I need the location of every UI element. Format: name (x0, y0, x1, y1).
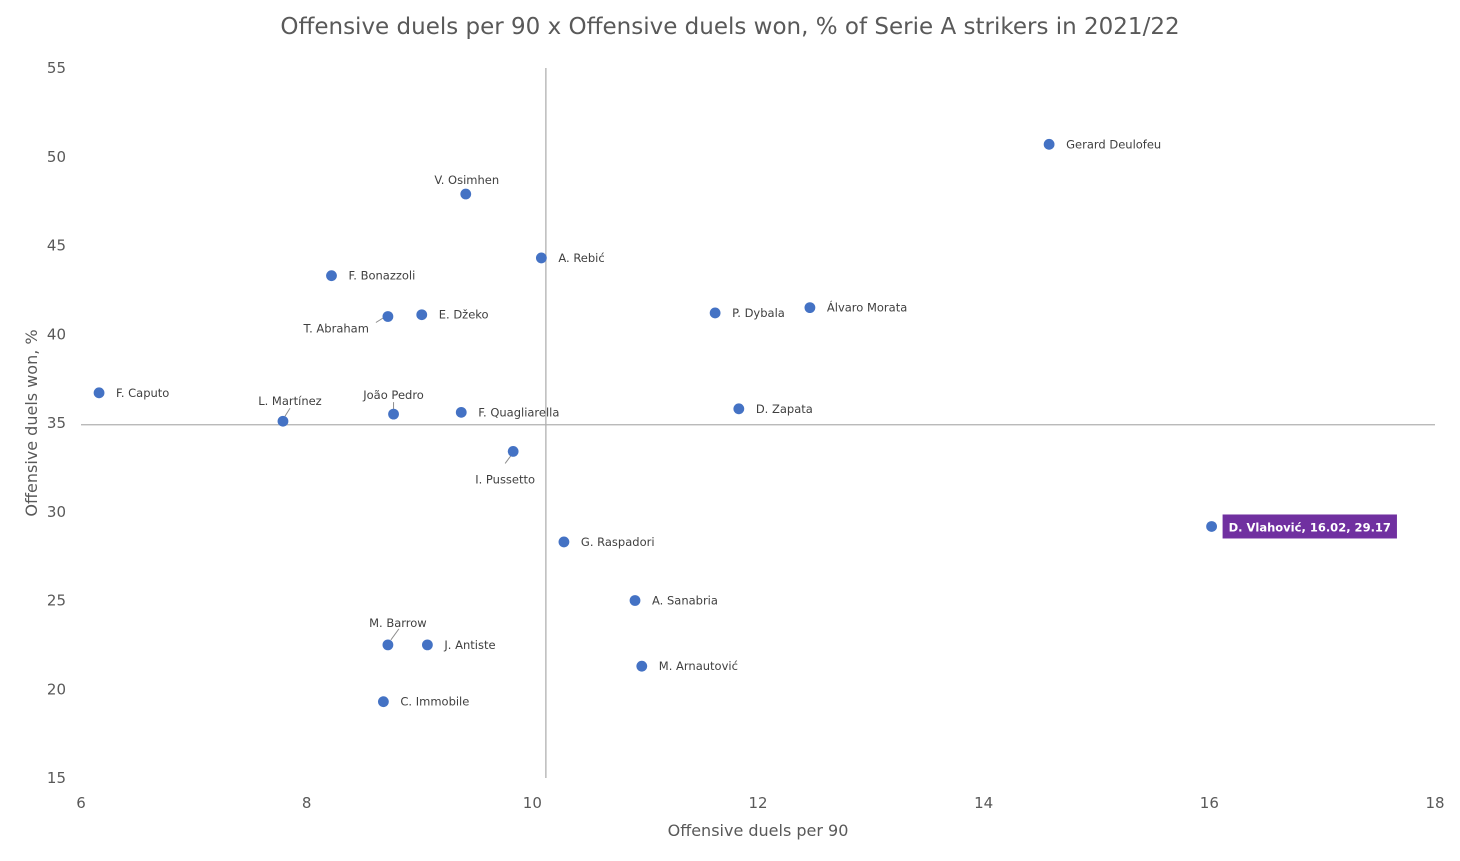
y-tick-label: 15 (47, 769, 66, 787)
data-point (388, 408, 399, 420)
label-leader-line (504, 455, 512, 464)
label-leader-line (390, 628, 400, 641)
data-point (629, 595, 641, 606)
chart-title: Offensive duels per 90 x Offensive duels… (280, 14, 1179, 40)
data-label: L. Martínez (258, 394, 322, 408)
data-label: F. Caputo (116, 386, 169, 400)
data-point (460, 188, 472, 200)
data-label: A. Rebić (558, 251, 604, 265)
y-tick-label: 25 (47, 592, 66, 610)
data-point (93, 387, 105, 399)
data-label: A. Sanabria (652, 594, 718, 608)
x-tick-label: 6 (76, 794, 86, 812)
highlight-label-box (1222, 514, 1397, 539)
data-point (416, 309, 428, 321)
x-tick-label: 8 (302, 794, 312, 812)
y-axis-label: Offensive duels won, % (22, 329, 41, 516)
data-point (1206, 521, 1217, 532)
x-axis-label: Offensive duels per 90 (668, 821, 849, 840)
data-point (382, 639, 394, 651)
y-tick-label: 55 (47, 59, 66, 77)
data-point (733, 403, 745, 415)
data-label: V. Osimhen (434, 173, 499, 187)
reference-lines (81, 68, 1435, 778)
data-label: M. Arnautović (659, 659, 738, 673)
data-point (277, 415, 289, 427)
data-label: G. Raspadori (581, 535, 655, 549)
y-tick-label: 20 (47, 680, 66, 698)
x-tick-labels: 6 8 10 12 14 16 18 (76, 794, 1444, 812)
data-label: F. Quagliarella (478, 405, 559, 419)
x-tick-label: 18 (1425, 794, 1444, 812)
data-label: F. Bonazzoli (348, 269, 415, 283)
data-point (804, 302, 816, 314)
data-point (326, 270, 337, 282)
data-point (421, 639, 433, 651)
y-tick-label: 50 (47, 148, 66, 166)
data-point (709, 307, 721, 319)
data-points (93, 138, 1217, 708)
data-label: J. Antiste (443, 638, 495, 652)
y-tick-label: 35 (47, 414, 66, 432)
data-point (455, 406, 467, 418)
data-label: M. Barrow (369, 616, 427, 630)
y-tick-label: 40 (47, 325, 66, 343)
data-label: Gerard Deulofeu (1066, 137, 1161, 151)
data-labels: Gerard Deulofeu V. Osimhen A. Rebić F. Bona… (116, 137, 1397, 709)
label-leader-lines (284, 317, 512, 641)
data-point (377, 696, 389, 708)
x-tick-label: 10 (523, 794, 542, 812)
label-leader-line (284, 407, 291, 417)
data-point (507, 446, 519, 457)
x-tick-label: 14 (974, 794, 993, 812)
y-tick-labels: 15 20 25 30 35 40 45 50 55 (47, 59, 66, 787)
highlight-data-label: D. Vlahović, 16.02, 29.17 (1229, 520, 1391, 534)
data-label: E. Džeko (439, 308, 489, 322)
label-leader-line (375, 317, 385, 323)
y-tick-label: 30 (47, 503, 66, 521)
data-label: Álvaro Morata (827, 300, 907, 315)
data-label: João Pedro (362, 388, 424, 402)
data-point (636, 660, 648, 672)
x-tick-label: 16 (1200, 794, 1219, 812)
data-point (558, 536, 570, 548)
y-tick-label: 45 (47, 237, 66, 255)
data-label: I. Pussetto (475, 472, 535, 486)
data-label: D. Zapata (756, 402, 813, 416)
data-label: P. Dybala (732, 306, 785, 320)
data-label: C. Immobile (400, 695, 469, 709)
data-point (382, 311, 394, 322)
x-tick-label: 12 (748, 794, 767, 812)
data-point (1043, 138, 1055, 150)
data-label: T. Abraham (302, 322, 368, 336)
data-point (535, 252, 547, 264)
